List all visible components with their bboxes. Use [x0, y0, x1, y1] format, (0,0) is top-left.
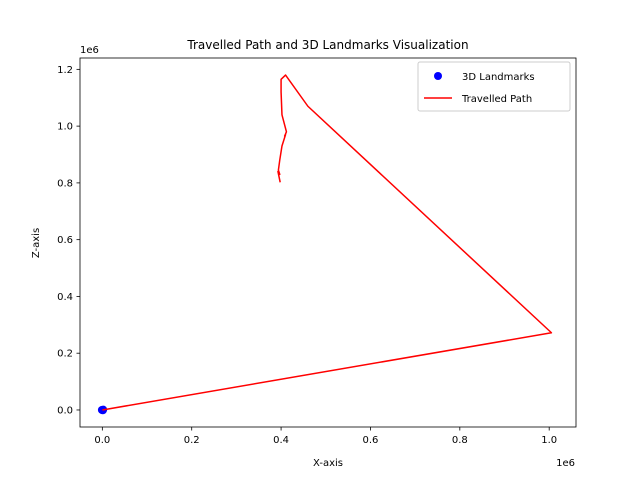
y-tick-label: 1.2 — [57, 65, 73, 76]
x-tick-label: 0.0 — [94, 435, 110, 446]
y-tick-label: 0.8 — [57, 178, 73, 189]
legend: 3D Landmarks Travelled Path — [417, 61, 571, 112]
x-axis-label: X-axis — [313, 458, 343, 469]
legend-box — [417, 61, 571, 112]
travelled-path-line — [102, 74, 553, 411]
x-tick-label: 0.6 — [362, 435, 378, 446]
legend-label-path: Travelled Path — [461, 94, 532, 105]
legend-marker-landmarks — [434, 72, 442, 80]
x-tick-label: 0.4 — [273, 435, 289, 446]
y-axis-ticks: 0.0 0.2 0.4 0.6 0.8 1.0 1.2 — [57, 65, 80, 416]
y-tick-label: 0.6 — [57, 235, 73, 246]
y-tick-label: 0.4 — [57, 292, 73, 303]
plot-frame — [79, 57, 577, 428]
y-offset-label: 1e6 — [80, 45, 99, 56]
x-tick-label: 1.0 — [541, 435, 557, 446]
x-tick-label: 0.8 — [452, 435, 468, 446]
chart-title: Travelled Path and 3D Landmarks Visualiz… — [186, 38, 468, 52]
y-axis-label: Z-axis — [31, 228, 42, 258]
y-tick-label: 0.0 — [57, 405, 73, 416]
legend-label-landmarks: 3D Landmarks — [462, 72, 535, 83]
plot-area — [97, 74, 553, 415]
x-offset-label: 1e6 — [556, 458, 575, 469]
y-tick-label: 1.0 — [57, 122, 73, 133]
y-tick-label: 0.2 — [57, 349, 73, 360]
x-axis-ticks: 0.0 0.2 0.4 0.6 0.8 1.0 — [94, 427, 557, 446]
x-tick-label: 0.2 — [184, 435, 200, 446]
